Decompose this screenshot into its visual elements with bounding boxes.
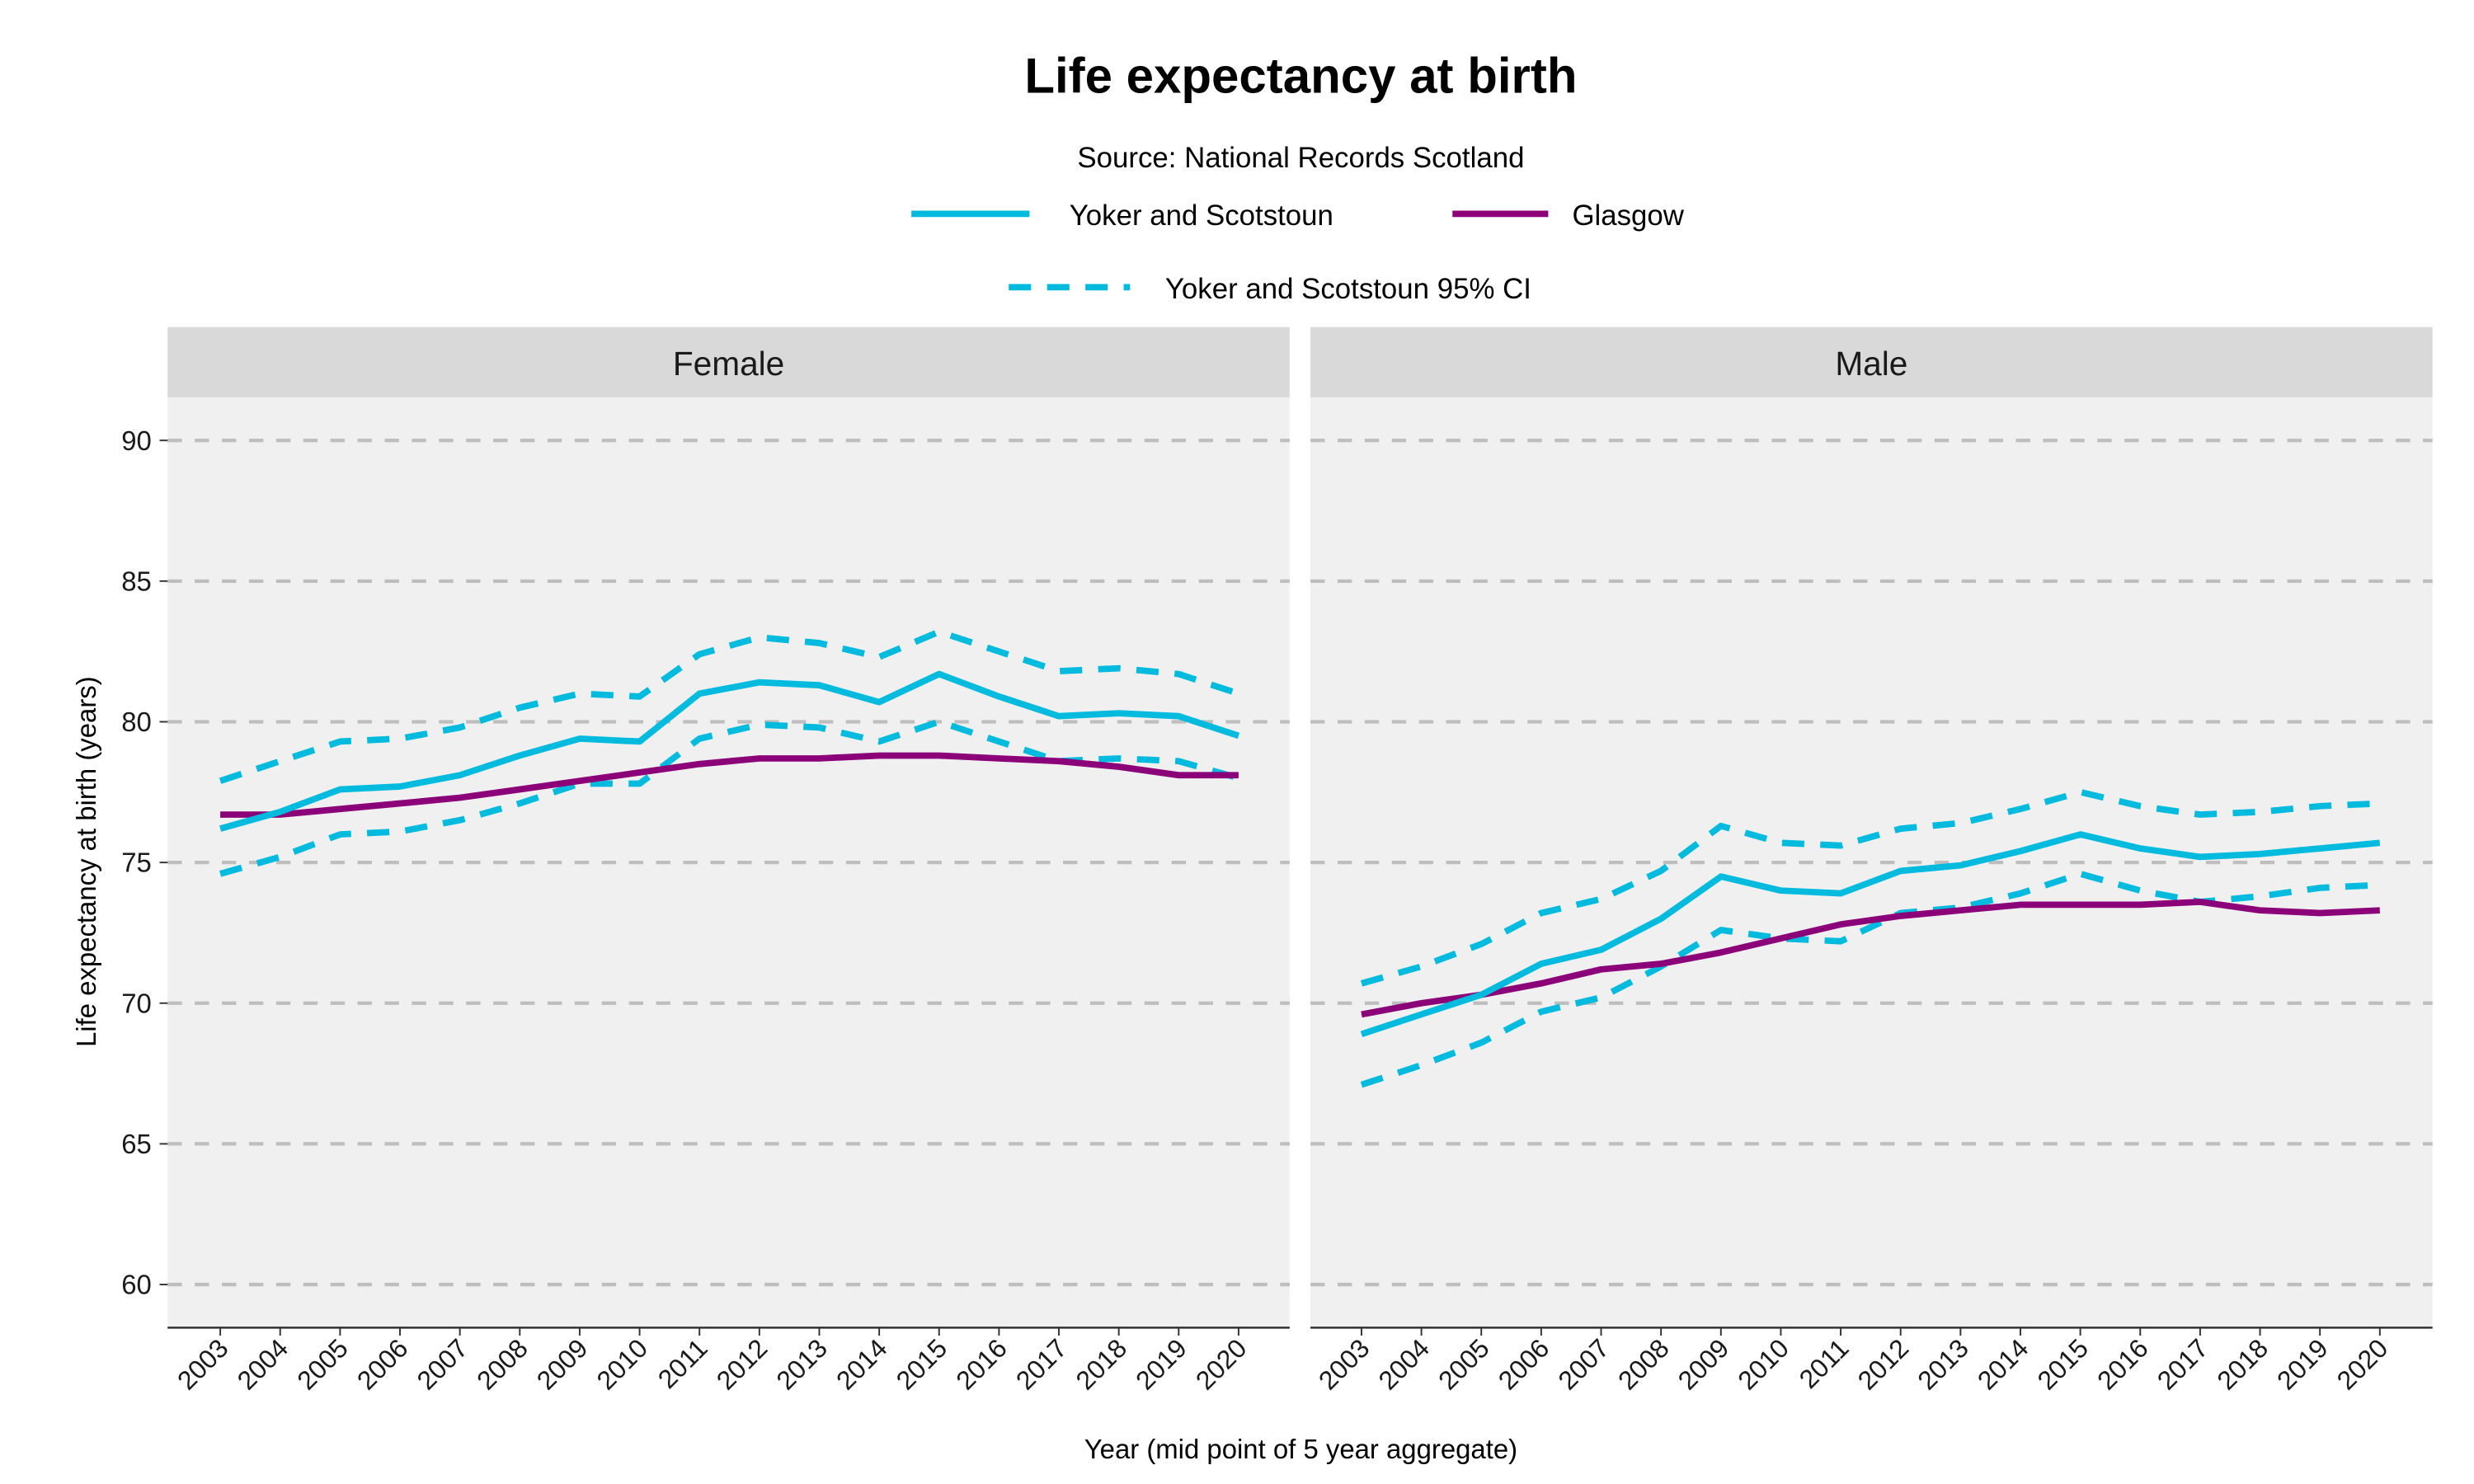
legend-label-glasgow: Glasgow <box>1572 200 1684 232</box>
panel-male: Male200320042005200620072008200920102011… <box>1310 326 2433 1396</box>
series-line-yoker-and-scotstoun <box>1360 831 2381 1038</box>
chart-subtitle: Source: National Records Scotland <box>1077 142 1524 174</box>
y-tick-label: 65 <box>121 1129 152 1159</box>
y-tick-label: 80 <box>121 707 152 737</box>
panel-female: Female6065707580859020032004200520062007… <box>121 326 1290 1396</box>
facet-label: Male <box>1835 345 1907 383</box>
y-axis-title: Life expectancy at birth (years) <box>71 676 101 1047</box>
series-line-glasgow <box>1361 899 2380 1018</box>
legend-label-ci: Yoker and Scotstoun 95% CI <box>1165 273 1531 305</box>
y-tick-label: 90 <box>121 425 152 456</box>
y-tick-label: 85 <box>121 566 152 596</box>
series-line-yoker-and-scotstoun-95-ci-upper <box>1360 788 2380 987</box>
series-line-yoker-and-scotstoun <box>219 670 1240 832</box>
series-line-yoker-and-scotstoun-95-ci-upper <box>219 628 1240 784</box>
y-tick-label: 75 <box>121 848 152 878</box>
chart-title: Life expectancy at birth <box>1024 48 1577 103</box>
series-line-glasgow <box>220 752 1239 818</box>
x-axis-title: Year (mid point of 5 year aggregate) <box>1084 1434 1517 1464</box>
facet-strip <box>1310 326 2433 397</box>
facet-label: Female <box>673 345 784 383</box>
legend: Yoker and Scotstoun Glasgow Yoker and Sc… <box>911 200 1685 305</box>
y-tick-label: 70 <box>121 988 152 1018</box>
y-tick-label: 60 <box>121 1270 152 1300</box>
legend-label-yoker: Yoker and Scotstoun <box>1070 200 1333 232</box>
facet-strip <box>167 326 1290 397</box>
